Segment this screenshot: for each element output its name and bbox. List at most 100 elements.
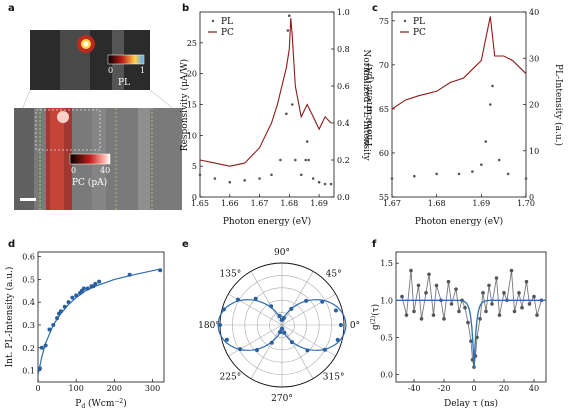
x-tick-label: 1.67 <box>251 199 269 208</box>
data-point <box>289 306 294 311</box>
data-point <box>289 340 294 345</box>
pl-point <box>457 172 461 176</box>
data-point <box>320 299 325 304</box>
data-point <box>37 366 42 371</box>
plot-frame <box>37 251 165 383</box>
pl-point <box>291 103 294 106</box>
angle-label: 0° <box>350 321 360 331</box>
data-point <box>484 309 488 314</box>
pl-point <box>323 182 327 186</box>
pc-colorbar-min: 0 <box>71 166 76 175</box>
panel-label-b: b <box>182 3 189 14</box>
data-point <box>517 291 521 295</box>
pl-point <box>285 112 288 116</box>
plot-frame <box>395 251 547 383</box>
pl-colorbar: 0 1 PL <box>107 54 145 88</box>
data-point <box>127 272 132 277</box>
x-tick-label: 1.69 <box>310 199 328 208</box>
y-label-end: (τ) <box>370 304 381 316</box>
pc-colorbar: 0 40 PC (pA) <box>69 153 111 188</box>
pl-point <box>258 177 261 180</box>
data-point <box>434 283 439 288</box>
data-point <box>419 317 424 321</box>
x-tick-label: -40 <box>408 384 421 393</box>
data-point <box>509 268 514 273</box>
y2-tick-label: 10 <box>529 147 539 156</box>
data-point <box>532 294 536 299</box>
panel-label-e: e <box>182 239 189 250</box>
x-axis-label: Photon energy (eV) <box>223 216 311 227</box>
y2-tick-label: 0.0 <box>337 193 350 202</box>
y-tick-label: 0.0 <box>380 371 393 380</box>
pl-point <box>243 179 246 182</box>
y-tick-label: 55 <box>379 193 389 202</box>
data-point <box>218 323 222 327</box>
pl-point <box>390 177 394 180</box>
data-point <box>322 347 327 352</box>
pl-point <box>311 177 315 180</box>
y2-tick-label: 40 <box>529 8 539 17</box>
y-tick-label: 0.5 <box>380 333 393 342</box>
data-point <box>70 295 75 300</box>
pl-point <box>307 158 310 162</box>
panel-label-f: f <box>372 239 377 250</box>
y-tick-label: 65 <box>379 105 389 114</box>
data-point <box>335 337 340 342</box>
data-point <box>431 313 436 317</box>
data-point <box>463 305 467 310</box>
data-point <box>253 296 258 301</box>
pl-colorbar-max: 1 <box>140 66 145 75</box>
polar-grid-spoke <box>228 293 336 357</box>
data-point <box>269 340 274 345</box>
data-point <box>97 279 102 284</box>
y2-tick-label: 20 <box>529 101 539 110</box>
pl-point <box>497 158 501 162</box>
pl-point <box>293 158 297 162</box>
y-tick-label: 1.5 <box>380 259 393 268</box>
angle-label: 270° <box>271 394 293 404</box>
angle-label: 315° <box>323 373 345 383</box>
angle-label: 180° <box>198 321 220 331</box>
data-point <box>93 281 98 286</box>
y2-tick-label: 30 <box>529 54 539 63</box>
y-tick-label: 0.5 <box>22 275 35 284</box>
x-label-sub: d <box>81 403 85 410</box>
data-point <box>457 309 461 314</box>
data-point <box>66 300 71 305</box>
data-point <box>43 343 48 348</box>
data-point <box>85 286 90 291</box>
pl-point <box>491 84 494 88</box>
x-axis-label: Pd (Wcm−2) <box>75 398 126 410</box>
y-tick-label: 0.1 <box>22 367 35 376</box>
series-pc-line <box>391 16 527 110</box>
chart-c: 1.67 1.68 1.69 1.70 55 60 65 70 75 0 10 20 30 40 Photo… <box>364 8 564 227</box>
data-point <box>269 304 274 309</box>
zoom-guide-lines <box>21 89 176 111</box>
y-tick-label: 0.2 <box>22 344 35 353</box>
data-point <box>280 318 284 323</box>
y2-axis-label: PL-Intensity (a.u.) <box>553 64 564 146</box>
x-tick-label: -20 <box>438 384 451 393</box>
x-tick-label: 0 <box>35 384 40 393</box>
data-point <box>304 298 309 303</box>
y2-tick-label: 0.8 <box>337 45 350 54</box>
data-point <box>224 337 229 342</box>
y2-axis-label: Normalized PL-Intensity <box>361 49 371 161</box>
data-point <box>412 309 416 314</box>
x-tick-label: 1.69 <box>472 199 490 208</box>
pl-point <box>480 163 483 166</box>
y-axis-label: g(2)(τ) <box>370 304 381 330</box>
data-point <box>338 323 343 327</box>
pl-point <box>488 103 492 106</box>
y-tick-label: 15 <box>187 101 197 110</box>
angle-label: 90° <box>274 248 290 258</box>
angle-label: 45° <box>326 269 342 279</box>
x-tick-label: 1.68 <box>428 199 446 208</box>
pl-point <box>435 172 438 176</box>
data-point <box>400 294 404 299</box>
y-axis-label: Responsivity (μA/W) <box>179 59 190 151</box>
pl-point <box>329 182 333 186</box>
panel-label-a: a <box>8 3 15 14</box>
chart-f: -40 -20 0 20 40 0.0 0.5 1.0 1.5 Delay τ (ns) g(2)(… <box>370 251 547 409</box>
